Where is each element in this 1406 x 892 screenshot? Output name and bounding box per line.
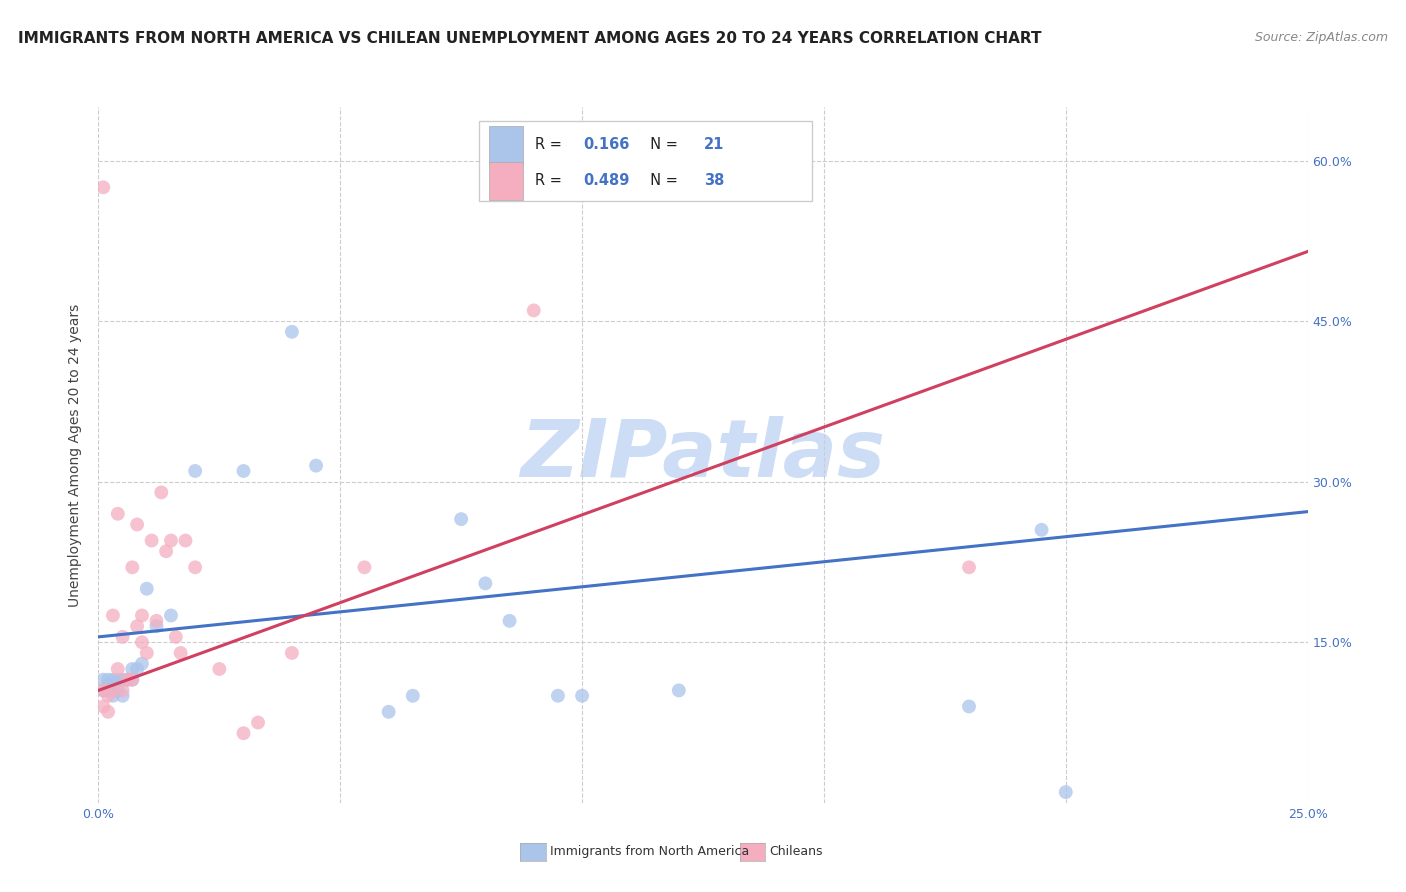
Point [111,630,134,644]
Y-axis label: Unemployment Among Ages 20 to 24 years: Unemployment Among Ages 20 to 24 years [69,303,83,607]
Point [377,705,399,719]
Point [111,689,134,703]
Text: 38: 38 [704,173,724,188]
Point [97,678,120,692]
Text: R =: R = [534,173,567,188]
Text: Chileans: Chileans [769,846,823,858]
FancyBboxPatch shape [489,161,523,200]
Text: N =: N = [641,137,683,153]
Point [1054,785,1077,799]
Point [91,673,114,687]
Point [208,662,231,676]
Point [101,683,124,698]
Text: N =: N = [641,173,683,188]
Point [184,464,207,478]
Point [957,560,980,574]
Point [402,689,425,703]
Point [91,683,114,698]
Point [160,533,183,548]
Point [107,683,129,698]
Point [957,699,980,714]
Point [668,683,690,698]
Point [91,683,114,698]
Point [141,533,163,548]
Point [150,485,173,500]
Text: 21: 21 [704,137,724,153]
Point [111,673,134,687]
Point [131,608,153,623]
Point [101,608,124,623]
Point [353,560,375,574]
Point [127,517,149,532]
Point [131,635,153,649]
Point [97,689,120,703]
Point [101,673,124,687]
Point [97,673,120,687]
Point [101,689,124,703]
Text: Immigrants from North America: Immigrants from North America [550,846,749,858]
Point [523,303,546,318]
Point [232,726,254,740]
Point [135,646,157,660]
Point [107,673,129,687]
Point [97,683,120,698]
Point [145,619,167,633]
Text: Source: ZipAtlas.com: Source: ZipAtlas.com [1254,31,1388,45]
Point [232,464,254,478]
Point [450,512,472,526]
Point [547,689,569,703]
Point [169,646,191,660]
Text: R =: R = [534,137,567,153]
FancyBboxPatch shape [479,121,811,201]
Point [281,325,304,339]
FancyBboxPatch shape [489,126,523,164]
Point [131,657,153,671]
Point [121,662,143,676]
Point [121,673,143,687]
Point [184,560,207,574]
Point [498,614,520,628]
Text: ZIPatlas: ZIPatlas [520,416,886,494]
Point [1031,523,1053,537]
Point [101,683,124,698]
Point [111,683,134,698]
Point [117,673,139,687]
Text: 0.489: 0.489 [583,173,630,188]
Point [107,507,129,521]
Point [91,699,114,714]
Point [145,614,167,628]
Point [97,705,120,719]
Text: 0.166: 0.166 [583,137,630,153]
Point [160,608,183,623]
Point [91,180,114,194]
Point [127,619,149,633]
Point [305,458,328,473]
Point [155,544,177,558]
Point [121,560,143,574]
Point [571,689,593,703]
Point [165,630,187,644]
Point [174,533,197,548]
Point [117,673,139,687]
Point [474,576,496,591]
Point [247,715,270,730]
Point [135,582,157,596]
Point [281,646,304,660]
Point [127,662,149,676]
Text: IMMIGRANTS FROM NORTH AMERICA VS CHILEAN UNEMPLOYMENT AMONG AGES 20 TO 24 YEARS : IMMIGRANTS FROM NORTH AMERICA VS CHILEAN… [18,31,1042,46]
Point [107,662,129,676]
Point [121,673,143,687]
